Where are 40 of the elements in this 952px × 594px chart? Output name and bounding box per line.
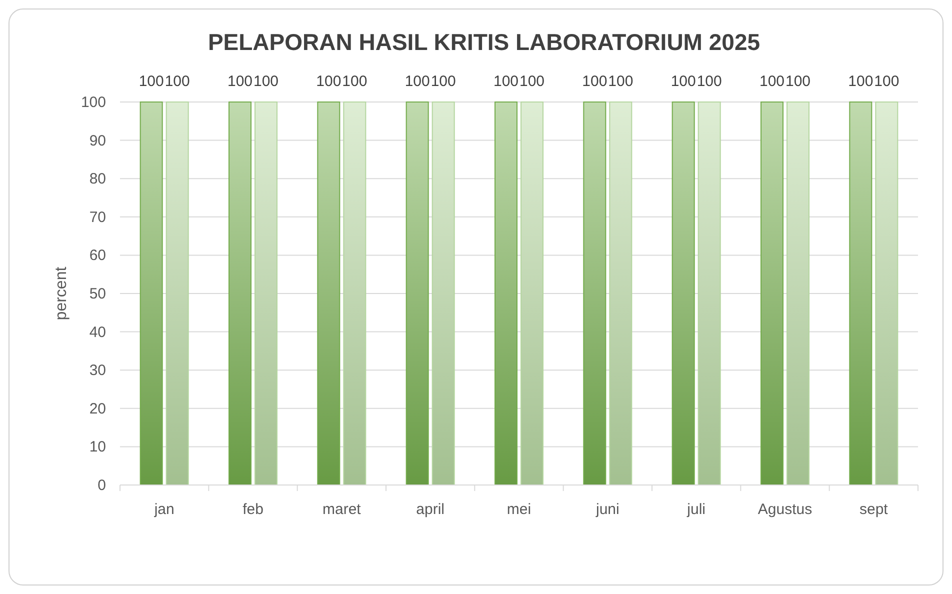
data-label: 100 bbox=[342, 73, 368, 90]
x-tick-label: Agustus bbox=[758, 501, 812, 518]
x-tick-label: april bbox=[416, 501, 445, 518]
x-tick-label: maret bbox=[322, 501, 362, 518]
data-label: 100 bbox=[785, 73, 811, 90]
y-tick-label: 40 bbox=[89, 324, 106, 341]
y-tick-label: 60 bbox=[89, 247, 106, 264]
data-label: 100 bbox=[253, 73, 279, 90]
y-tick-label: 70 bbox=[89, 208, 106, 226]
y-tick-label: 30 bbox=[89, 362, 106, 380]
data-label: 100 bbox=[164, 73, 190, 90]
data-label: 100 bbox=[519, 73, 545, 90]
x-tick-label: juni bbox=[594, 501, 620, 518]
chart-title: PELAPORAN HASIL KRITIS LABORATORIUM 2025 bbox=[208, 29, 760, 55]
data-label: 100 bbox=[430, 73, 456, 90]
data-label: 100 bbox=[608, 73, 634, 90]
y-axis-title: percent bbox=[53, 266, 70, 320]
data-label: 100 bbox=[759, 73, 785, 90]
data-label: 100 bbox=[138, 73, 164, 90]
y-tick-label: 50 bbox=[89, 286, 106, 302]
y-tick-label: 20 bbox=[89, 400, 106, 418]
data-label: 100 bbox=[316, 73, 342, 90]
x-tick-label: mei bbox=[506, 501, 532, 518]
x-tick-label: jan bbox=[153, 501, 174, 518]
data-label: 100 bbox=[848, 73, 874, 90]
data-label: 100 bbox=[696, 73, 722, 90]
data-label: 100 bbox=[404, 73, 430, 90]
y-tick-label: 90 bbox=[89, 132, 106, 150]
data-label: 100 bbox=[227, 73, 253, 90]
y-tick-label: 10 bbox=[89, 438, 106, 456]
x-tick-label: feb bbox=[242, 501, 264, 518]
x-tick-label: juli bbox=[686, 501, 706, 518]
y-tick-label: 80 bbox=[89, 170, 106, 188]
y-tick-label: 100 bbox=[80, 94, 106, 111]
data-label: 100 bbox=[582, 73, 608, 90]
data-label: 100 bbox=[874, 73, 900, 90]
data-label: 100 bbox=[493, 73, 519, 90]
data-label: 100 bbox=[670, 73, 696, 90]
y-tick-label: 0 bbox=[98, 477, 106, 494]
x-tick-label: sept bbox=[859, 501, 889, 518]
